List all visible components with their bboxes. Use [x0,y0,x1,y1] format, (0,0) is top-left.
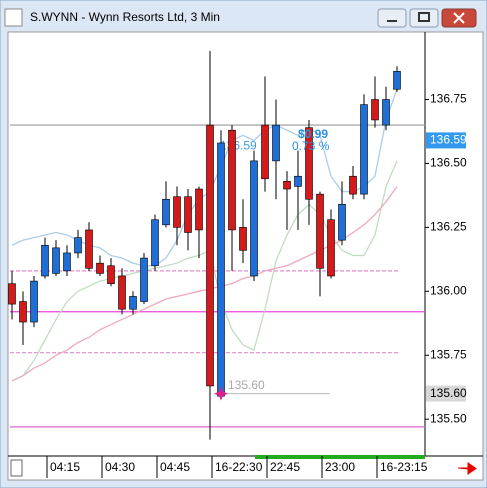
candle-body [261,124,269,180]
candle-body [239,227,247,251]
candle-body [228,129,236,231]
last-price-box [426,132,466,149]
candle-body [206,124,214,387]
candle-body [96,262,104,274]
candle-body [360,104,368,195]
candle-body [283,181,291,190]
low-label: 135.60 [430,386,467,400]
change-text: $0.99 [298,127,328,141]
y-tick-label: 136.50 [430,156,467,170]
last-price-text: 136.59 [220,139,257,153]
candle-body [162,198,170,226]
x-tick-label: 16-23:15 [380,460,428,474]
candle-body [195,188,203,231]
candle-body [272,124,280,162]
candle-body [305,127,313,200]
candle-body [129,296,137,310]
low-box [426,385,466,402]
x-tick-label: 04:15 [50,460,80,474]
candle-body [316,193,324,269]
x-tick-label: 04:30 [105,460,135,474]
candle-body [349,175,357,195]
close-icon [453,12,465,24]
candle-body [371,99,379,121]
y-tick-label: 135.50 [430,411,467,425]
change-pct-text: 0.73 % [292,139,330,153]
window-icon [4,8,23,27]
candle-body [250,160,258,277]
low-text: 135.60 [228,378,265,392]
candle-body [327,219,335,277]
y-tick-label: 136.00 [430,283,467,297]
candle-body [173,196,181,228]
low-marker [214,386,228,401]
candle-body [52,247,60,274]
scroll-box[interactable] [10,459,23,477]
candle-body [63,252,71,272]
last-price-label: 136.59 [430,133,467,147]
session-bar [255,455,425,459]
y-tick-label: 135.75 [430,347,467,361]
candle-body [217,142,225,397]
candle-body [382,99,390,126]
x-tick-label: 04:45 [160,460,190,474]
candle-body [74,237,82,254]
candle-body [151,219,159,267]
scroll-arrow[interactable] [457,462,477,475]
window-title: S.WYNN - Wynn Resorts Ltd, 3 Min [30,10,220,24]
candle-body [85,229,93,269]
minimize-button[interactable] [377,8,407,28]
x-tick-label: 16-22:30 [215,460,263,474]
chart-area [7,31,484,481]
candle-body [8,283,16,305]
candle-body [41,244,49,277]
x-tick-label: 23:00 [325,460,355,474]
candle-body [30,280,38,323]
candle-body [338,204,346,241]
candle-body [393,71,401,90]
candle-body [294,175,302,187]
maximize-button[interactable] [409,8,439,28]
y-tick-label: 136.25 [430,220,467,234]
candle-body [184,196,192,233]
maximize-icon [418,12,430,22]
x-tick-label: 22:45 [270,460,300,474]
candle-body [107,265,115,284]
candle-body [19,301,27,323]
y-tick-label: 136.75 [430,92,467,106]
candle-body [118,275,126,310]
candle-body [140,257,148,302]
